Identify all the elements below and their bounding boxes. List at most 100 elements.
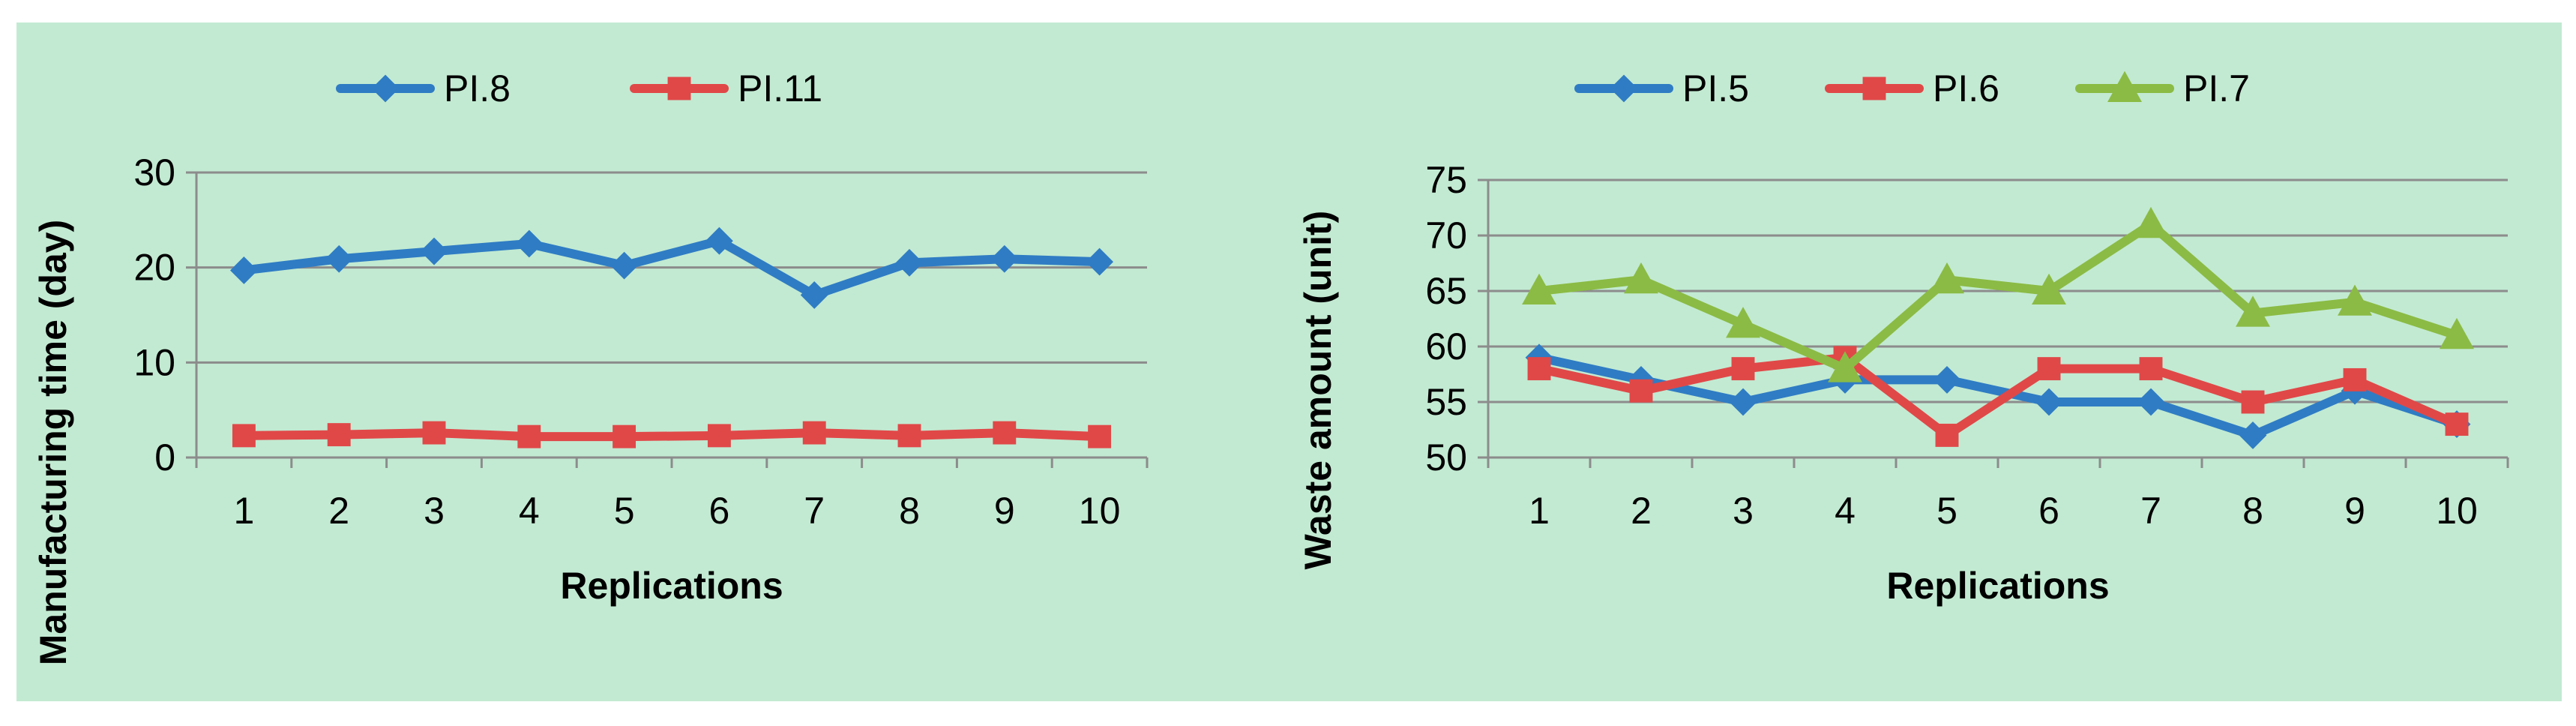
data-point [2241, 390, 2265, 414]
data-point [1935, 423, 1959, 447]
data-point [2440, 317, 2474, 350]
x-tick-label: 10 [2436, 490, 2478, 532]
legend-label: PI.5 [1682, 68, 1749, 110]
data-point [1726, 307, 1760, 338]
data-point [2338, 284, 2372, 316]
data-point [802, 421, 826, 445]
series-pi-7 [1522, 206, 2474, 382]
data-point [1731, 357, 1755, 381]
data-point [1828, 351, 1862, 382]
data-series [229, 226, 1114, 448]
y-tick-label: 50 [1425, 436, 1467, 478]
y-axis-label: Waste amount (unit) [1297, 211, 1339, 570]
data-point [1088, 424, 1112, 448]
data-point [1629, 379, 1653, 403]
data-point [897, 424, 921, 448]
legend-item: PI.6 [1825, 68, 1999, 110]
series-line [239, 236, 1104, 300]
data-point [2134, 206, 2168, 238]
grid-lines [196, 171, 1147, 459]
data-point [517, 424, 541, 448]
x-tick-labels: 1 2 3 4 5 6 7 8 9 10 [1529, 490, 2478, 532]
x-tick-label: 9 [994, 490, 1015, 532]
series-line [1535, 352, 2461, 440]
x-tick-label: 9 [2344, 490, 2365, 532]
series-pi-8 [229, 226, 1114, 309]
data-point [1930, 262, 1964, 294]
data-point [2239, 421, 2267, 449]
x-tick-label: 4 [1835, 490, 1856, 532]
axes [1478, 178, 2509, 468]
legend-marker [371, 74, 400, 103]
data-point [990, 244, 1019, 273]
legend-label: PI.11 [738, 68, 822, 110]
x-tick-label: 7 [2140, 490, 2161, 532]
data-point [613, 424, 637, 448]
x-tick-label: 4 [519, 490, 540, 532]
legend-item: PI.7 [2075, 68, 2250, 110]
data-point [2445, 412, 2469, 436]
data-point [1729, 388, 1757, 416]
series-pi-11 [232, 421, 1112, 448]
data-point [1624, 262, 1658, 294]
data-series [1522, 206, 2474, 449]
data-point [705, 226, 733, 255]
legend-marker [1862, 76, 1886, 100]
legend-marker [2107, 70, 2142, 102]
y-tick-label: 75 [1425, 159, 1467, 201]
y-tick-label: 60 [1425, 326, 1467, 368]
x-axis-label: Replications [560, 565, 783, 607]
x-tick-label: 7 [804, 490, 825, 532]
x-tick-label: 8 [2242, 490, 2263, 532]
y-tick-label: 10 [133, 341, 175, 383]
series-line [1535, 352, 2461, 440]
y-tick-label: 55 [1425, 381, 1467, 423]
x-tick-label: 6 [2038, 490, 2059, 532]
y-tick-label: 20 [133, 247, 175, 289]
legend-item: PI.8 [336, 68, 511, 110]
y-tick-label: 0 [154, 436, 175, 478]
data-point [1522, 273, 1556, 304]
axes [186, 171, 1149, 468]
series-pi-6 [1527, 346, 2469, 447]
data-point [327, 423, 351, 447]
legend-marker [667, 76, 691, 100]
x-tick-labels: 1 2 3 4 5 6 7 8 9 10 [233, 490, 1120, 532]
y-tick-label: 65 [1425, 270, 1467, 312]
series-line [239, 428, 1104, 442]
x-axis-label: Replications [1886, 565, 2109, 607]
data-point [515, 230, 544, 258]
legend-label: PI.8 [444, 68, 511, 110]
data-point [420, 237, 448, 266]
data-point [229, 256, 258, 284]
data-point [2343, 368, 2367, 392]
x-tick-label: 10 [1079, 490, 1121, 532]
x-tick-label: 1 [233, 490, 254, 532]
data-point [1086, 248, 1114, 276]
legend-label: PI.7 [2183, 68, 2250, 110]
legend-item: PI.5 [1574, 68, 1749, 110]
data-point [800, 280, 828, 309]
legend-marker [1610, 74, 1638, 103]
y-axis-label: Manufacturing time (day) [32, 220, 74, 665]
series-line [1535, 220, 2461, 374]
data-point [232, 424, 256, 448]
data-point [422, 421, 446, 445]
legend: PI.8 PI.11 [336, 68, 822, 110]
data-point [707, 424, 731, 448]
data-point [895, 248, 924, 277]
x-tick-label: 3 [1733, 490, 1754, 532]
data-point [2032, 273, 2066, 304]
y-tick-labels: 50 55 60 65 70 75 [1425, 159, 1467, 478]
data-point [2035, 388, 2063, 416]
y-tick-labels: 0 10 20 30 [133, 152, 175, 478]
legend: PI.5 PI.6 PI.7 [1574, 68, 2250, 110]
x-tick-label: 2 [1631, 490, 1652, 532]
x-tick-label: 3 [424, 490, 445, 532]
x-tick-label: 5 [1936, 490, 1957, 532]
data-point [2037, 357, 2061, 381]
x-tick-label: 5 [614, 490, 635, 532]
data-point [1527, 357, 1551, 381]
x-tick-label: 6 [708, 490, 729, 532]
